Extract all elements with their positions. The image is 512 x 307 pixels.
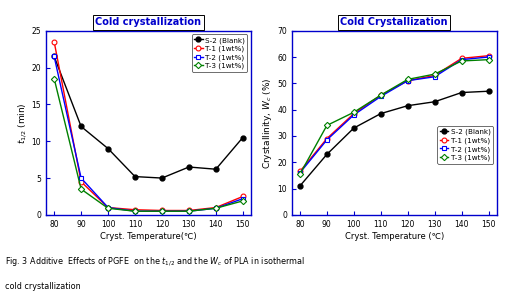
Legend: S-2 (Blank), T-1 (1wt%), T-2 (1wt%), T-3 (1wt%): S-2 (Blank), T-1 (1wt%), T-2 (1wt%), T-3… (437, 126, 493, 164)
X-axis label: Cryst. Temperature (℃): Cryst. Temperature (℃) (345, 231, 444, 241)
Legend: S-2 (Blank), T-1 (1wt%), T-2 (1wt%), T-3 (1wt%): S-2 (Blank), T-1 (1wt%), T-2 (1wt%), T-3… (191, 34, 247, 72)
Title: Cold crystallization: Cold crystallization (95, 17, 202, 27)
Y-axis label: Crystallinity, $W_c$ (%): Crystallinity, $W_c$ (%) (262, 77, 274, 169)
X-axis label: Cryst. Temperature(℃): Cryst. Temperature(℃) (100, 231, 197, 241)
Text: cold crystallization: cold crystallization (5, 282, 81, 291)
Text: Fig. 3 Additive  Effects of PGFE  on the $t_{1/2}$ and the $W_c$ of PLA in isoth: Fig. 3 Additive Effects of PGFE on the $… (5, 255, 305, 268)
Y-axis label: $t_{1/2}$ (min): $t_{1/2}$ (min) (16, 102, 29, 144)
Title: Cold Crystallization: Cold Crystallization (340, 17, 448, 27)
